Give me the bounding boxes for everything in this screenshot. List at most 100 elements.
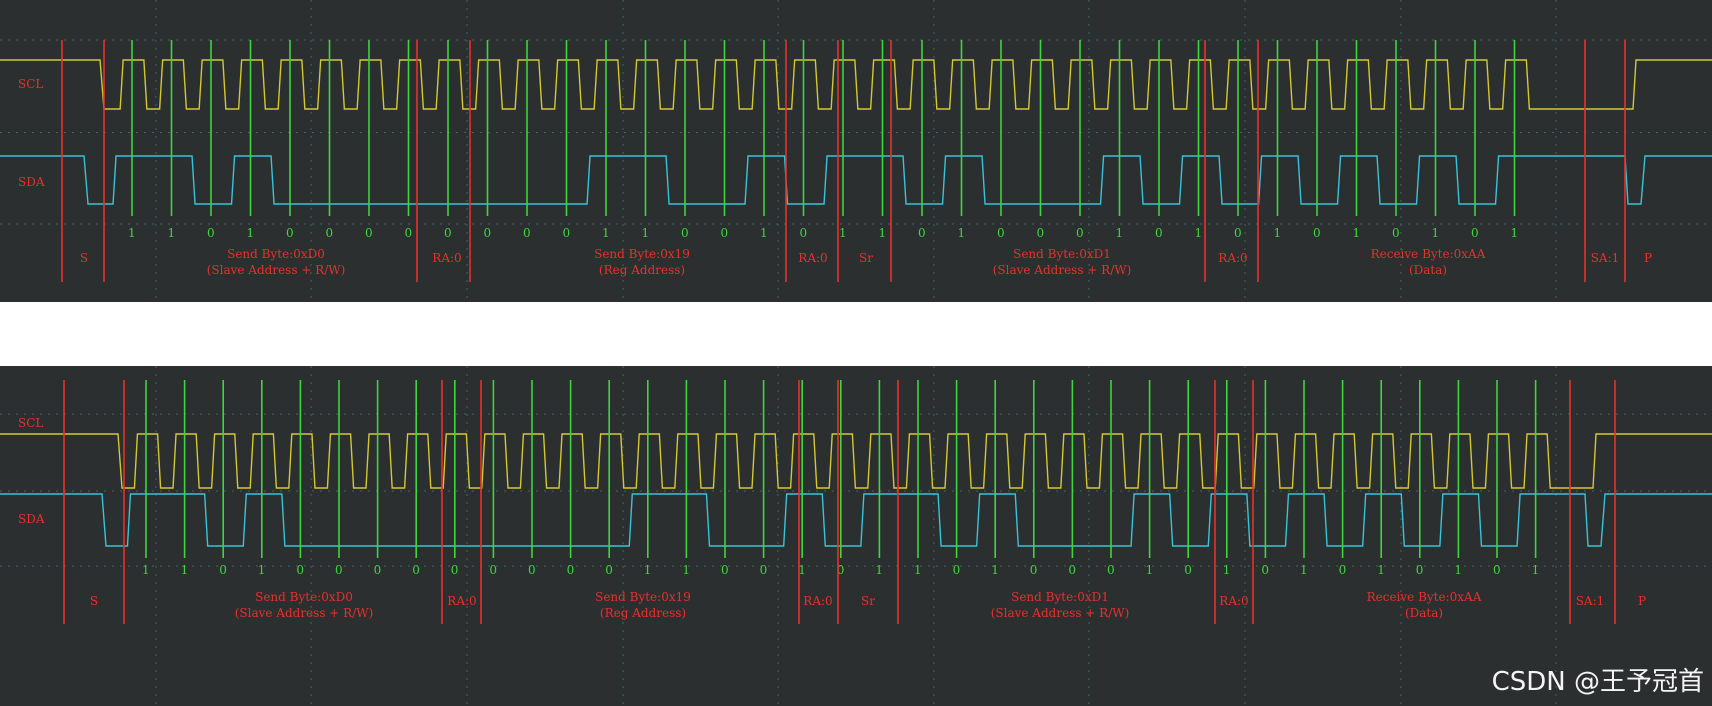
bit-value: 0 [1076, 226, 1084, 240]
scl-label: SCL [18, 416, 43, 430]
bit-value: 0 [760, 563, 768, 577]
annotation-sublabel: (Data) [1409, 263, 1447, 277]
annotation-label: S [80, 251, 88, 265]
bit-value: 0 [1392, 226, 1400, 240]
watermark: CSDN @王予冠首 [1491, 667, 1704, 697]
frame-markers [63, 380, 1616, 624]
annotation-label: S [90, 594, 98, 608]
sda-label: SDA [18, 512, 45, 526]
bit-value: 0 [219, 563, 227, 577]
waveform-panel-top: SCL SDA 1 1 0 1 0 0 0 0 0 0 0 0 1 1 0 0 1 0 1 1 0 1 0 0 0 1 0 1 0 1 0 1 0 1… [0, 0, 1712, 302]
bit-value: 1 [991, 563, 999, 577]
grid [0, 0, 1712, 302]
annotation-sublabel: (Reg Address) [600, 606, 686, 620]
frame-markers [61, 40, 1626, 282]
annotation-label: Send Byte:0x19 [594, 247, 690, 261]
annotation-sublabel: (Data) [1405, 606, 1443, 620]
annotation-label: SA:1 [1591, 251, 1620, 265]
annotation-label: Send Byte:0xD1 [1011, 590, 1109, 604]
bit-value: 1 [1454, 563, 1462, 577]
bit-value: 0 [489, 563, 497, 577]
bit-value: 1 [1532, 563, 1540, 577]
bit-value: 1 [1511, 226, 1519, 240]
annotation-label: P [1644, 251, 1652, 265]
bit-value: 0 [374, 563, 382, 577]
waveform-chart-bottom: SCL SDA 1 1 0 1 0 0 0 0 0 0 0 0 0 1 1 0 0 1 0 1 1 0 1 0 0 0 1 0 1 0 1 0 1 0… [0, 366, 1712, 706]
bit-value: 0 [1261, 563, 1269, 577]
bit-value: 0 [451, 563, 459, 577]
bit-value: 1 [760, 226, 768, 240]
bit-value: 0 [207, 226, 215, 240]
bit-value: 1 [247, 226, 255, 240]
sda-waveform [0, 493, 1712, 547]
bit-value: 0 [326, 226, 334, 240]
bit-value: 1 [1300, 563, 1308, 577]
bit-value: 0 [286, 226, 294, 240]
annotation-sublabel: (Slave Address + R/W) [235, 606, 374, 620]
bit-value: 0 [528, 563, 536, 577]
bit-value: 1 [168, 226, 176, 240]
bit-value: 1 [914, 563, 922, 577]
annotation-label: Send Byte:0xD0 [227, 247, 325, 261]
bit-value: 0 [800, 226, 808, 240]
annotation-label: Send Byte:0x19 [595, 590, 691, 604]
bit-value: 0 [1471, 226, 1479, 240]
annotation-label: SA:1 [1576, 594, 1605, 608]
annotation-label: RA:0 [1219, 594, 1248, 608]
bit-value: 0 [444, 226, 452, 240]
bit-value: 0 [365, 226, 373, 240]
bit-value: 0 [1037, 226, 1045, 240]
bit-value: 1 [1195, 226, 1203, 240]
bit-value: 0 [1493, 563, 1501, 577]
waveform-panel-bottom: SCL SDA 1 1 0 1 0 0 0 0 0 0 0 0 0 1 1 0 0 1 0 1 1 0 1 0 0 0 1 0 1 0 1 0 1 0… [0, 366, 1712, 706]
annotation-label: RA:0 [447, 594, 476, 608]
annotation-label: Sr [859, 251, 873, 265]
bit-value: 0 [1313, 226, 1321, 240]
bit-value: 0 [721, 563, 729, 577]
bit-markers: 1 1 0 1 0 0 0 0 0 0 0 0 1 1 0 0 1 0 1 1 0 1 0 0 0 1 0 1 0 1 0 1 0 1 0 1 [128, 40, 1518, 240]
sda-waveform [0, 155, 1712, 205]
bit-value: 1 [798, 563, 806, 577]
annotations: S Send Byte:0xD0 (Slave Address + R/W) RA:0… [80, 247, 1652, 277]
bit-value: 0 [953, 563, 961, 577]
bit-value: 0 [681, 226, 689, 240]
bit-value: 0 [523, 226, 531, 240]
annotation-label: Sr [861, 594, 875, 608]
bit-value: 1 [128, 226, 136, 240]
bit-value: 0 [997, 226, 1005, 240]
annotation-label: Send Byte:0xD1 [1013, 247, 1111, 261]
annotation-sublabel: (Slave Address + R/W) [207, 263, 346, 277]
bit-value: 0 [605, 563, 613, 577]
bit-value: 0 [837, 563, 845, 577]
annotation-label: Send Byte:0xD0 [255, 590, 353, 604]
bit-value: 1 [839, 226, 847, 240]
annotation-sublabel: (Slave Address + R/W) [991, 606, 1130, 620]
sda-label: SDA [18, 175, 45, 189]
bit-value: 1 [958, 226, 966, 240]
annotation-sublabel: (Slave Address + R/W) [993, 263, 1132, 277]
bit-value: 0 [405, 226, 413, 240]
bit-value: 0 [1234, 226, 1242, 240]
bit-value: 0 [1155, 226, 1163, 240]
bit-value: 0 [1107, 563, 1115, 577]
bit-markers: 1 1 0 1 0 0 0 0 0 0 0 0 0 1 1 0 0 1 0 1 1 0 1 0 0 0 1 0 1 0 1 0 1 0 1 0 1 [142, 380, 1539, 577]
bit-value: 1 [142, 563, 150, 577]
annotation-label: RA:0 [432, 251, 461, 265]
bit-value: 0 [721, 226, 729, 240]
bit-value: 1 [1116, 226, 1124, 240]
scl-waveform [0, 59, 1712, 110]
annotation-sublabel: (Reg Address) [599, 263, 685, 277]
bit-value: 1 [1274, 226, 1282, 240]
annotations: S Send Byte:0xD0 (Slave Address + R/W) RA:0… [90, 590, 1646, 620]
scl-label: SCL [18, 77, 43, 91]
annotation-label: RA:0 [798, 251, 827, 265]
annotation-label: P [1638, 594, 1646, 608]
bit-value: 1 [642, 226, 650, 240]
bit-value: 1 [1377, 563, 1385, 577]
bit-value: 0 [563, 226, 571, 240]
bit-value: 0 [335, 563, 343, 577]
bit-value: 1 [258, 563, 266, 577]
bit-value: 1 [602, 226, 610, 240]
annotation-label: Receive Byte:0xAA [1371, 247, 1486, 261]
